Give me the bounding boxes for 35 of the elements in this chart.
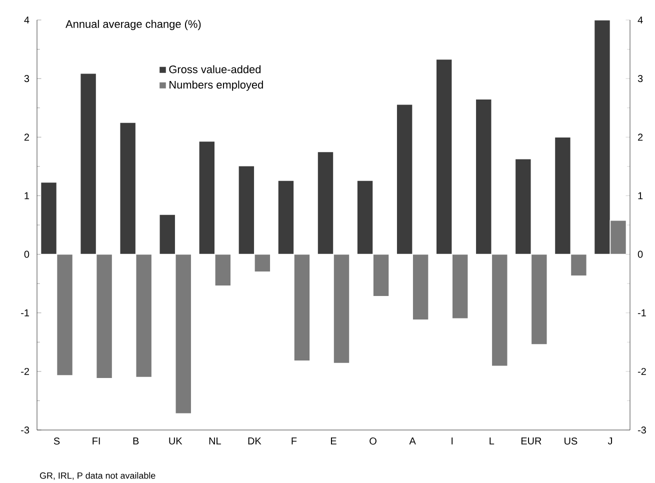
x-tick-label: US [564, 438, 578, 445]
y-tick-label: 3 [24, 75, 30, 82]
x-tick-label: F [292, 438, 297, 444]
y-tick-label: -1 [21, 309, 30, 316]
x-tick-label: EUR [521, 438, 542, 444]
x-tick-label: S [54, 438, 60, 445]
y-tick-label: 2 [24, 134, 29, 141]
y2-tick-label: 4 [638, 16, 643, 24]
x-tick-label: B [133, 438, 139, 444]
y-tick-label: -3 [21, 426, 30, 434]
legend-label: Numbers employed [170, 80, 263, 91]
x-tick-label: A [409, 438, 416, 444]
x-tick-label: J [608, 438, 612, 444]
x-tick-label: NL [209, 438, 221, 444]
y2-tick-label: -3 [638, 426, 646, 434]
y2-tick-label: -2 [638, 368, 646, 375]
y-tick-label: 0 [24, 250, 30, 258]
y-tick-label: -2 [21, 368, 29, 375]
y2-tick-label: 2 [638, 134, 643, 141]
x-tick-label: L [490, 438, 494, 444]
y-tick-label: 1 [24, 192, 30, 200]
y2-tick-label: 1 [638, 192, 643, 200]
y-tick-label: 4 [24, 16, 30, 24]
x-tick-label: FI [92, 438, 100, 444]
x-tick-label: E [330, 438, 336, 444]
y-axis-title: Annual average change (%) [66, 20, 201, 30]
y2-tick-label: -1 [638, 309, 646, 316]
legend-label: Gross value-added [169, 65, 261, 74]
y2-tick-label: 0 [638, 250, 643, 258]
text: GR, IRL, P data not available [40, 472, 156, 480]
x-tick-label: DK [248, 438, 262, 444]
y2-tick-label: 3 [638, 75, 643, 82]
x-tick-label: UK [169, 438, 182, 444]
x-tick-label: I [452, 438, 453, 444]
x-tick-label: O [370, 438, 376, 445]
